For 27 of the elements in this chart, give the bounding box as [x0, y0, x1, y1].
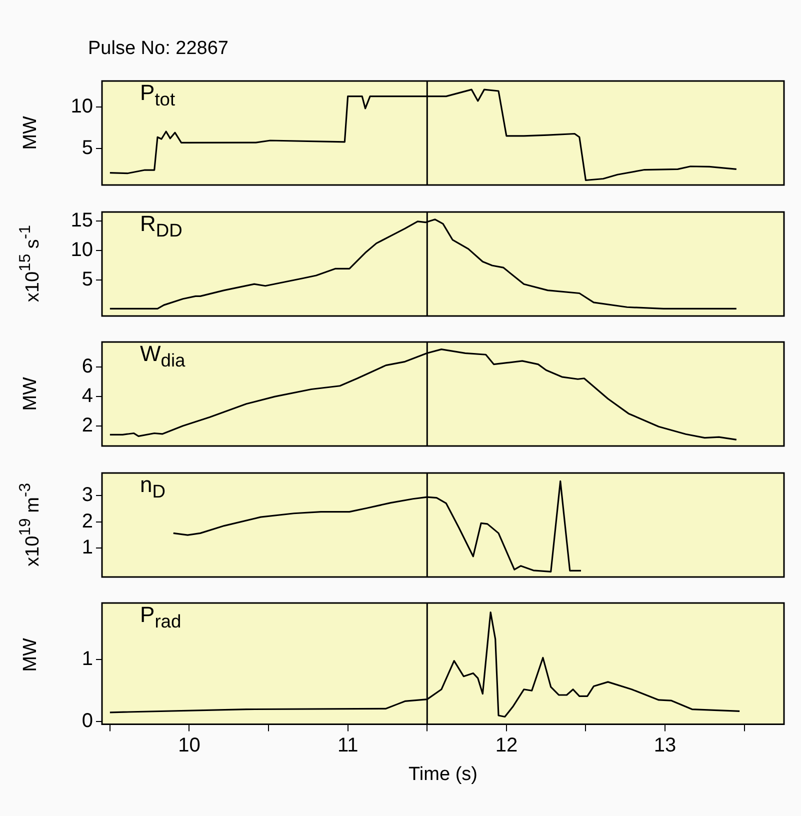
y-tick-label: 3: [82, 483, 93, 506]
y-tick-label: 2: [82, 510, 93, 532]
annotation: W$_{dia}$: [140, 341, 186, 372]
y-tick-label: 1: [82, 648, 93, 670]
y-tick-label: 1: [82, 536, 93, 558]
y-tick-label: 0: [82, 710, 93, 732]
y-tick-label: 10: [70, 238, 93, 260]
y-axis-title: MW: [20, 116, 42, 150]
y-axis-title: MW: [20, 377, 42, 411]
y-tick-label: 4: [82, 385, 93, 408]
x-tick-label: 11: [337, 734, 358, 757]
y-axis-title: MW: [20, 638, 42, 672]
chart-title: Pulse No: 22867: [88, 38, 228, 60]
x-axis-title: Time (s): [408, 764, 478, 785]
annotation: P$_{rad}$: [140, 602, 182, 634]
y-tick-label: 10: [70, 95, 93, 118]
annotation: P$_{tot}$: [140, 80, 176, 112]
y-tick-label: 5: [82, 268, 93, 290]
y-tick-label: 5: [82, 136, 93, 159]
y-tick-label: 2: [82, 414, 93, 436]
x-tick-label: 12: [495, 734, 518, 757]
y-tick-label: 15: [70, 208, 93, 231]
annotation: R$_{DD}$: [140, 210, 182, 242]
x-tick-label: 13: [654, 734, 676, 757]
x-tick-label: 10: [178, 734, 200, 757]
y-tick-label: 6: [82, 356, 93, 378]
annotation: n$_{D}$: [140, 472, 166, 503]
